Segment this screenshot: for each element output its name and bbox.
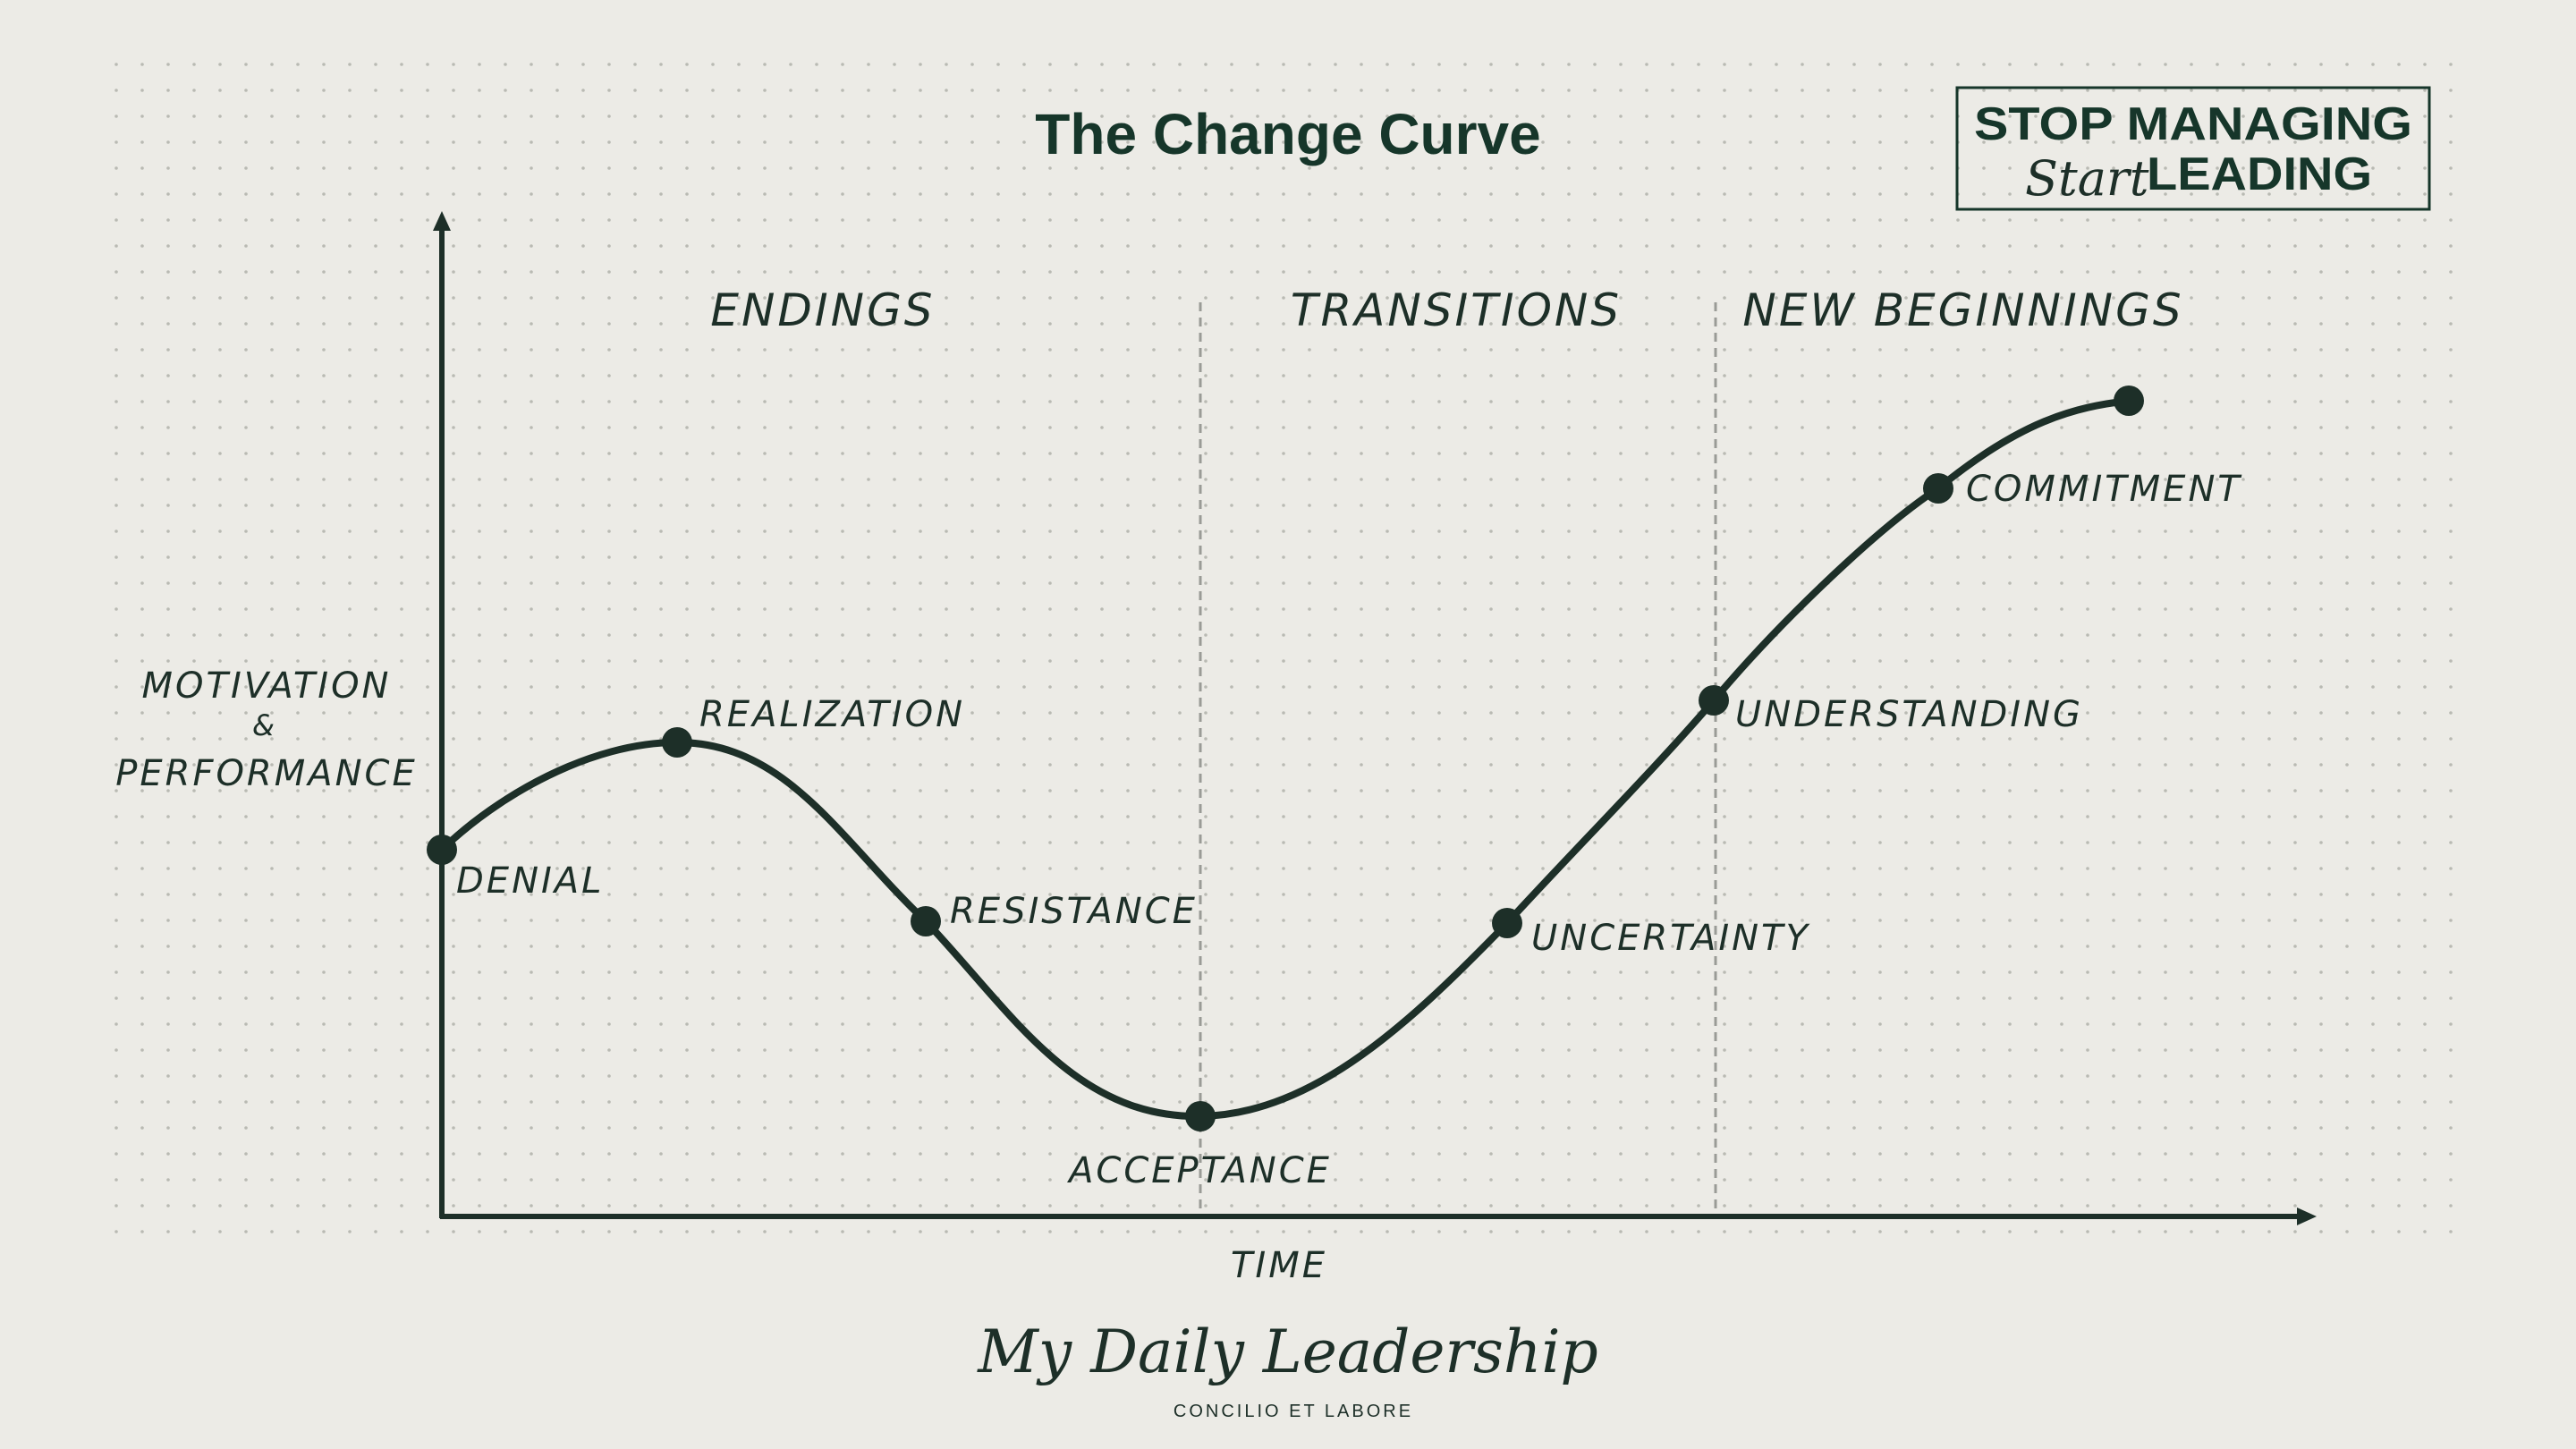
- phase-label-transitions: TRANSITIONS: [1291, 284, 1622, 336]
- x-axis-label: TIME: [1231, 1245, 1327, 1286]
- x-axis-arrowhead: [2297, 1208, 2317, 1225]
- dot-grid-background: [106, 45, 2467, 1252]
- stage-point-denial: [427, 835, 457, 865]
- stage-point-resistance: [911, 906, 941, 936]
- phase-label-endings: ENDINGS: [710, 284, 935, 336]
- logo-line-1: STOP MANAGING: [1974, 98, 2412, 150]
- stage-label-acceptance: ACCEPTANCE: [1066, 1150, 1332, 1191]
- footer-script-logo: My Daily Leadership: [977, 1318, 1597, 1386]
- footer-tagline: CONCILIO ET LABORE: [1174, 1402, 1413, 1421]
- stage-label-denial: DENIAL: [456, 860, 604, 902]
- y-axis-label-line-3: PERFORMANCE: [115, 753, 417, 794]
- y-axis-arrowhead: [433, 211, 451, 231]
- stage-points: [427, 386, 2144, 1131]
- y-axis-label: MOTIVATION & PERFORMANCE: [115, 665, 417, 794]
- logo-line-2: LEADING: [2147, 148, 2372, 200]
- logo-script-word: Start: [2025, 150, 2149, 207]
- stage-point-uncertainty: [1492, 908, 1522, 938]
- y-axis-label-line-2: &: [252, 708, 277, 742]
- phase-label-new-beginnings: NEW BEGINNINGS: [1742, 284, 2183, 336]
- stage-label-understanding: UNDERSTANDING: [1735, 694, 2083, 735]
- stage-point-commitment: [1923, 473, 1953, 504]
- logo-frame: [1955, 86, 2431, 211]
- stage-label-realization: REALIZATION: [699, 694, 965, 735]
- change-curve-line: [438, 397, 2132, 1121]
- stage-point-acceptance: [1185, 1101, 1216, 1131]
- stage-point-realization: [662, 727, 692, 758]
- page-title: The Change Curve: [1035, 102, 1540, 166]
- curve-end-point: [2114, 386, 2144, 416]
- stage-label-resistance: RESISTANCE: [950, 891, 1198, 932]
- stage-point-understanding: [1699, 685, 1729, 716]
- stage-label-commitment: COMMITMENT: [1966, 469, 2242, 510]
- stage-label-uncertainty: UNCERTAINTY: [1531, 918, 1810, 959]
- y-axis-label-line-1: MOTIVATION: [142, 665, 392, 707]
- footer-brand: My Daily Leadership CONCILIO ET LABORE: [977, 1318, 1597, 1421]
- stop-managing-start-leading-logo: STOP MANAGING Start LEADING: [1955, 86, 2431, 211]
